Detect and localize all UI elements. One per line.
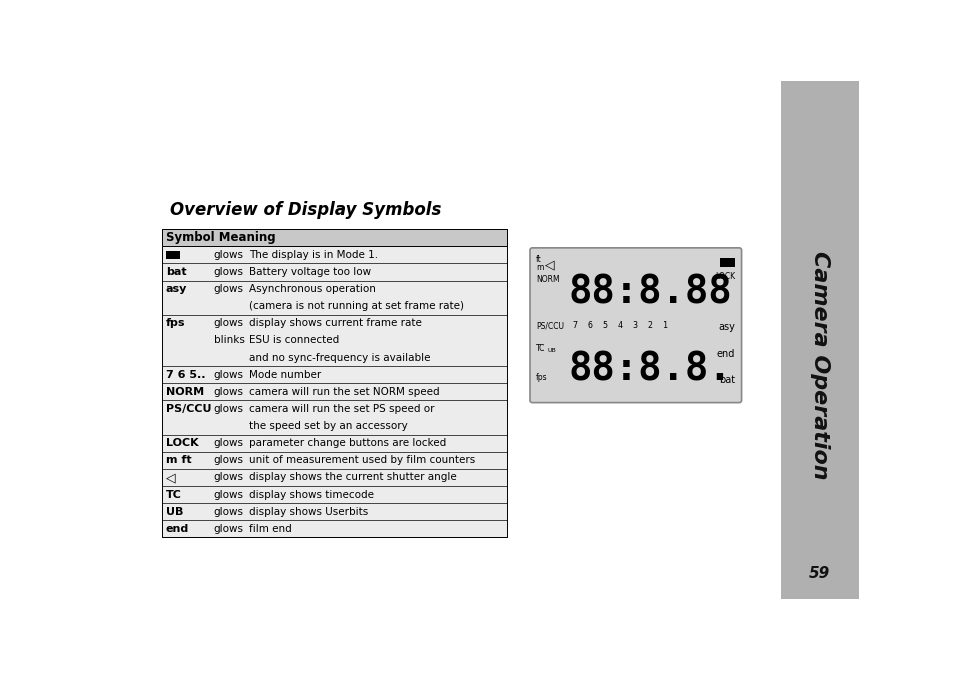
Text: fps: fps (166, 318, 185, 328)
Bar (162, 229, 506, 246)
Text: end: end (166, 524, 189, 534)
Text: TC: TC (166, 489, 181, 499)
Text: camera will run the set PS speed or: camera will run the set PS speed or (249, 404, 434, 414)
Text: ft: ft (536, 255, 541, 264)
Text: camera will run the set NORM speed: camera will run the set NORM speed (249, 387, 438, 397)
Text: bat: bat (166, 267, 186, 277)
Text: 88:8.88: 88:8.88 (568, 273, 732, 312)
Text: display shows current frame rate: display shows current frame rate (249, 318, 421, 328)
Text: glows: glows (213, 489, 244, 499)
Text: asy: asy (166, 284, 187, 294)
Text: Camera Operation: Camera Operation (809, 252, 829, 480)
Text: film end: film end (249, 524, 291, 534)
Text: asy: asy (718, 322, 735, 332)
Text: ◁: ◁ (544, 258, 554, 271)
Text: blinks: blinks (213, 335, 244, 345)
Text: fps: fps (536, 373, 547, 382)
Text: TC: TC (536, 344, 545, 353)
Text: NORM: NORM (166, 387, 204, 397)
Text: glows: glows (213, 250, 244, 260)
Text: Overview of Display Symbols: Overview of Display Symbols (170, 201, 440, 219)
Text: UB: UB (546, 348, 556, 353)
Text: LOCK: LOCK (166, 438, 198, 448)
Text: parameter change buttons are locked: parameter change buttons are locked (249, 438, 445, 448)
Text: end: end (717, 349, 735, 359)
Bar (720, 258, 735, 267)
FancyBboxPatch shape (530, 248, 740, 402)
Text: glows: glows (213, 267, 244, 277)
Text: bat: bat (719, 374, 735, 384)
Text: 88:8.8.: 88:8.8. (568, 351, 732, 388)
Text: display shows Userbits: display shows Userbits (249, 507, 368, 517)
Text: ◁: ◁ (166, 471, 175, 484)
Text: glows: glows (213, 404, 244, 414)
Bar (166, 251, 179, 258)
Bar (162, 229, 506, 537)
Text: 7  6  5  4  3  2  1: 7 6 5 4 3 2 1 (572, 321, 667, 330)
Text: display shows timecode: display shows timecode (249, 489, 374, 499)
Text: Mode number: Mode number (249, 369, 320, 380)
Text: ESU is connected: ESU is connected (249, 335, 338, 345)
Text: glows: glows (213, 456, 244, 465)
Text: glows: glows (213, 524, 244, 534)
Text: PS/CCU: PS/CCU (536, 321, 563, 330)
Text: the speed set by an accessory: the speed set by an accessory (249, 421, 407, 431)
Text: m: m (536, 262, 543, 272)
Bar (781, 81, 858, 599)
Text: 7 6 5..: 7 6 5.. (166, 369, 205, 380)
Text: 59: 59 (808, 566, 829, 581)
Text: and no sync-frequency is available: and no sync-frequency is available (249, 353, 430, 363)
Text: PS/CCU: PS/CCU (166, 404, 211, 414)
Text: unit of measurement used by film counters: unit of measurement used by film counter… (249, 456, 475, 465)
Text: NORM: NORM (536, 275, 559, 284)
Text: glows: glows (213, 387, 244, 397)
Text: m ft: m ft (166, 456, 192, 465)
Text: glows: glows (213, 438, 244, 448)
Text: glows: glows (213, 472, 244, 483)
Text: Battery voltage too low: Battery voltage too low (249, 267, 371, 277)
Text: Symbol Meaning: Symbol Meaning (166, 232, 275, 244)
Text: LOCK: LOCK (715, 272, 735, 281)
Text: (camera is not running at set frame rate): (camera is not running at set frame rate… (249, 302, 463, 311)
Text: glows: glows (213, 507, 244, 517)
Text: glows: glows (213, 369, 244, 380)
Text: glows: glows (213, 284, 244, 294)
Text: The display is in Mode 1.: The display is in Mode 1. (249, 250, 377, 260)
Text: display shows the current shutter angle: display shows the current shutter angle (249, 472, 456, 483)
Text: UB: UB (166, 507, 183, 517)
Text: Asynchronous operation: Asynchronous operation (249, 284, 375, 294)
Text: glows: glows (213, 318, 244, 328)
